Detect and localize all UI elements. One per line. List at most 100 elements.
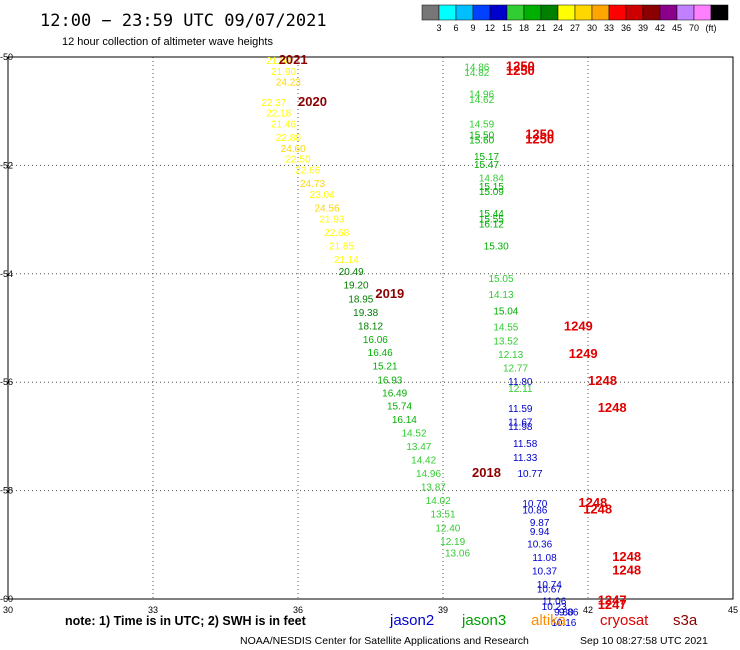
- x-tick-label: 42: [583, 605, 593, 615]
- y-tick-label: -60: [0, 594, 13, 604]
- pass-number-label: 1248: [612, 563, 641, 578]
- wave-height-label: 13.51: [430, 510, 455, 521]
- wave-height-label: 12.19: [440, 537, 465, 548]
- wave-height-label: 22.50: [285, 155, 310, 166]
- pass-number-label: 2019: [375, 286, 404, 301]
- color-swatch: [557, 4, 576, 21]
- color-swatch: [659, 4, 678, 21]
- wave-height-label: 14.02: [426, 496, 451, 507]
- pass-number-label: 1249: [564, 319, 593, 334]
- y-tick-label: -56: [0, 377, 13, 387]
- wave-height-label: 21.14: [334, 255, 359, 266]
- color-scale-label: 36: [621, 23, 631, 33]
- pass-number-label: 1249: [569, 346, 598, 361]
- wave-height-label: 11.67: [508, 418, 533, 429]
- satellite-legend: jason2 jason3 altika cryosat s3a: [389, 612, 698, 629]
- wave-height-label: 10.36: [527, 540, 552, 551]
- wave-height-label: 14.82: [464, 68, 489, 79]
- color-swatch: [438, 4, 457, 21]
- color-swatch: [523, 4, 542, 21]
- pass-number-label: 1250: [506, 63, 535, 78]
- wave-height-label: 11.33: [513, 453, 538, 464]
- color-swatch: [591, 4, 610, 21]
- wave-height-label: 9.86: [559, 607, 579, 618]
- wave-height-label: 10.77: [517, 469, 542, 480]
- wave-height-label: 15.17: [474, 152, 499, 163]
- wave-height-label: 13.06: [445, 549, 470, 560]
- color-scale-label: 27: [570, 23, 580, 33]
- wave-height-label: 13.47: [406, 442, 431, 453]
- wave-height-label: 12.40: [435, 523, 460, 534]
- wave-height-label: 21.08: [266, 56, 291, 67]
- chart-subtitle: 12 hour collection of altimeter wave hei…: [62, 36, 273, 48]
- wave-height-label: 14.59: [469, 119, 494, 130]
- wave-height-label: 12.11: [508, 384, 533, 395]
- wave-height-label: 9.87: [530, 518, 550, 529]
- pass-number-label: 1250: [506, 59, 535, 74]
- wave-height-label: 12.77: [503, 363, 528, 374]
- wave-height-label: 16.12: [479, 220, 504, 231]
- y-tick-label: -54: [0, 269, 13, 279]
- color-swatch: [608, 4, 627, 21]
- pass-number-label: 2018: [472, 465, 501, 480]
- wave-height-label: 15.50: [469, 130, 494, 141]
- chart-title: 12:00 − 23:59 UTC 09/07/2021: [40, 11, 327, 31]
- wave-height-label: 24.23: [276, 78, 301, 89]
- wave-height-label: 11.06: [542, 596, 567, 607]
- x-tick-label: 30: [3, 605, 13, 615]
- color-scale-label: 15: [502, 23, 512, 33]
- legend-cryosat: cryosat: [600, 612, 649, 629]
- wave-height-label: 10.16: [551, 618, 576, 629]
- footer-credit: NOAA/NESDIS Center for Satellite Applica…: [240, 635, 529, 647]
- color-swatch: [642, 4, 661, 21]
- wave-height-label: 10.74: [537, 580, 562, 591]
- wave-height-label: 16.06: [363, 335, 388, 346]
- color-scale-label: 33: [604, 23, 614, 33]
- wave-height-label: 15.47: [474, 160, 499, 171]
- color-swatch: [540, 4, 559, 21]
- x-tick-label: 33: [148, 605, 158, 615]
- wave-height-label: 22.37: [261, 98, 286, 109]
- pass-labels: 2021202020192018125012501250125012491249…: [279, 52, 641, 612]
- x-tick-label: 45: [728, 605, 738, 615]
- wave-height-label: 14.62: [469, 95, 494, 106]
- color-swatch: [625, 4, 644, 21]
- wave-height-label: 21.90: [271, 67, 296, 78]
- wave-height-label: 16.14: [392, 415, 417, 426]
- color-scale-label: 9: [470, 23, 475, 33]
- wave-height-label: 10.86: [522, 505, 547, 516]
- legend-altika: altika: [531, 612, 567, 629]
- wave-height-label: 12.13: [498, 350, 523, 361]
- plot-frame: [7, 56, 734, 600]
- wave-height-label: 13.52: [493, 336, 518, 347]
- wave-height-label: 11.59: [508, 404, 533, 415]
- color-scale-label: 6: [453, 23, 458, 33]
- wave-height-label: 14.13: [488, 290, 513, 301]
- pass-number-label: 1248: [588, 373, 617, 388]
- color-scale-label: 42: [655, 23, 665, 33]
- wave-height-label: 15.44: [479, 209, 504, 220]
- axis-ticks: 30 33 36 39 42 45 -50 -52 -54 -56 -58 -60: [0, 52, 738, 615]
- wave-height-label: 22.18: [266, 109, 291, 120]
- wave-height-label: 20.49: [339, 267, 364, 278]
- color-scale-label: 70: [689, 23, 699, 33]
- wave-height-label: 15.15: [479, 182, 504, 193]
- color-swatch: [710, 4, 729, 21]
- pass-number-label: 1250: [525, 132, 554, 147]
- wave-height-label: 14.86: [464, 63, 489, 74]
- plot-grid: [8, 57, 733, 599]
- wave-height-label: 16.93: [377, 375, 402, 386]
- color-scale-label: (ft): [706, 23, 717, 33]
- color-scale-label: 45: [672, 23, 682, 33]
- color-swatch: [676, 4, 695, 21]
- color-scale-legend: 3 6 9 12 15 18 21 24 27 30 33 36 39 42 45 70 (ft): [421, 4, 729, 33]
- pass-number-label: 1248: [598, 400, 627, 415]
- color-swatch: [574, 4, 593, 21]
- wave-height-label: 18.12: [358, 322, 383, 333]
- legend-jason2: jason2: [389, 612, 434, 629]
- wave-height-label: 21.46: [271, 119, 296, 130]
- wave-height-label: 22.80: [276, 133, 301, 144]
- legend-jason3: jason3: [461, 612, 506, 629]
